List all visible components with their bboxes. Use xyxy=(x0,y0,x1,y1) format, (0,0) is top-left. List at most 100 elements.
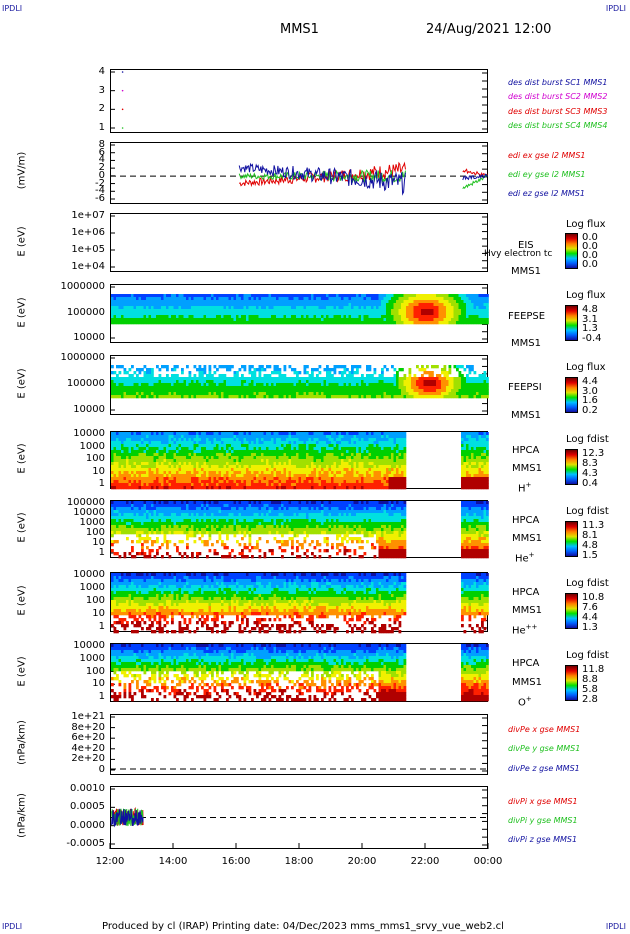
heatmap-cell xyxy=(113,309,117,313)
heatmap-cell xyxy=(328,294,332,298)
heatmap-cell xyxy=(151,474,154,478)
heatmap-cell xyxy=(343,456,347,460)
heatmap-cell xyxy=(143,465,147,469)
heatmap-cell xyxy=(266,306,269,310)
heatmap-cell xyxy=(371,471,374,475)
heatmap-cell xyxy=(343,474,347,478)
heatmap-cell xyxy=(358,447,362,451)
heatmap-cell xyxy=(278,453,282,457)
heatmap-cell xyxy=(128,477,132,481)
heatmap-cell xyxy=(406,386,409,390)
heatmap-cell xyxy=(448,306,452,310)
heatmap-cell xyxy=(341,474,344,478)
heatmap-cell xyxy=(268,468,272,472)
heatmap-cell xyxy=(111,459,114,463)
heatmap-cell xyxy=(313,321,317,325)
heatmap-cell xyxy=(428,294,432,298)
heatmap-cell xyxy=(171,306,174,310)
heatmap-cell xyxy=(236,395,239,399)
heatmap-cell xyxy=(178,480,182,484)
heatmap-cell xyxy=(318,380,322,384)
heatmap-cell xyxy=(193,438,197,442)
heatmap-cell xyxy=(176,483,179,487)
heatmap-cell xyxy=(343,432,347,436)
heatmap-cell xyxy=(186,306,189,310)
heatmap-cell xyxy=(146,432,149,436)
heatmap-cell xyxy=(273,480,277,484)
heatmap-cell xyxy=(438,297,442,301)
heatmap-cell xyxy=(221,318,224,322)
heatmap-cell xyxy=(318,435,322,439)
heatmap-cell xyxy=(376,318,379,322)
heatmap-cell xyxy=(158,380,162,384)
heatmap-cell xyxy=(301,303,304,307)
heatmap-cell xyxy=(338,444,342,448)
heatmap-cell xyxy=(436,392,439,396)
heatmap-cell xyxy=(216,486,219,490)
heatmap-cell xyxy=(248,386,252,390)
heatmap-cell xyxy=(326,462,329,466)
heatmap-cell xyxy=(246,468,249,472)
heatmap-cell xyxy=(163,474,167,478)
heatmap-cell xyxy=(148,450,152,454)
heatmap-cell xyxy=(256,450,259,454)
heatmap-cell xyxy=(216,297,219,301)
heatmap-cell xyxy=(121,459,124,463)
heatmap-cell xyxy=(216,432,219,436)
heatmap-cell xyxy=(296,321,299,325)
heatmap-cell xyxy=(123,300,127,304)
heatmap-cell xyxy=(368,438,372,442)
heatmap-cell xyxy=(381,318,384,322)
heatmap-cell xyxy=(253,315,257,319)
heatmap-cell xyxy=(308,444,312,448)
heatmap-cell xyxy=(126,471,129,475)
heatmap-cell xyxy=(321,456,324,460)
heatmap-cell xyxy=(198,383,202,387)
heatmap-cell xyxy=(213,477,217,481)
heatmap-cell xyxy=(311,303,314,307)
heatmap-cell xyxy=(308,456,312,460)
heatmap-cell xyxy=(233,294,237,298)
heatmap-cell xyxy=(291,438,294,442)
heatmap-cell xyxy=(338,441,342,445)
heatmap-cell xyxy=(201,309,204,313)
heatmap-cell xyxy=(296,441,299,445)
heatmap-cell xyxy=(483,389,487,393)
heatmap-cell xyxy=(236,294,239,298)
heatmap-cell xyxy=(176,471,179,475)
heatmap-cell xyxy=(318,444,322,448)
heatmap-cell xyxy=(181,294,184,298)
heatmap-cell xyxy=(323,486,327,490)
heatmap-cell xyxy=(136,321,139,325)
heatmap-cell xyxy=(453,297,457,301)
heatmap-cell xyxy=(358,321,362,325)
heatmap-cell xyxy=(356,395,359,399)
heatmap-cell xyxy=(258,315,262,319)
heatmap-cell xyxy=(371,465,374,469)
heatmap-cell xyxy=(226,303,229,307)
heatmap-cell xyxy=(153,392,157,396)
heatmap-cell xyxy=(191,471,194,475)
heatmap-cell xyxy=(128,447,132,451)
heatmap-cell xyxy=(331,438,334,442)
heatmap-cell xyxy=(291,294,294,298)
heatmap-cell xyxy=(156,480,159,484)
heatmap-cell xyxy=(446,386,449,390)
heatmap-cell xyxy=(223,468,227,472)
heatmap-cell xyxy=(181,477,184,481)
heatmap-cell xyxy=(463,321,467,325)
heatmap-cell xyxy=(243,386,247,390)
heatmap-cell xyxy=(206,300,209,304)
heatmap-cell xyxy=(161,453,164,457)
heatmap-cell xyxy=(121,380,124,384)
heatmap-cell xyxy=(338,480,342,484)
heatmap-cell xyxy=(233,395,237,399)
heatmap-cell xyxy=(188,294,192,298)
heatmap-cell xyxy=(403,321,407,325)
heatmap-cell xyxy=(341,486,344,490)
heatmap-cell xyxy=(231,312,234,316)
heatmap-cell xyxy=(341,306,344,310)
heatmap-cell xyxy=(313,380,317,384)
heatmap-cell xyxy=(251,477,254,481)
heatmap-cell xyxy=(173,450,177,454)
